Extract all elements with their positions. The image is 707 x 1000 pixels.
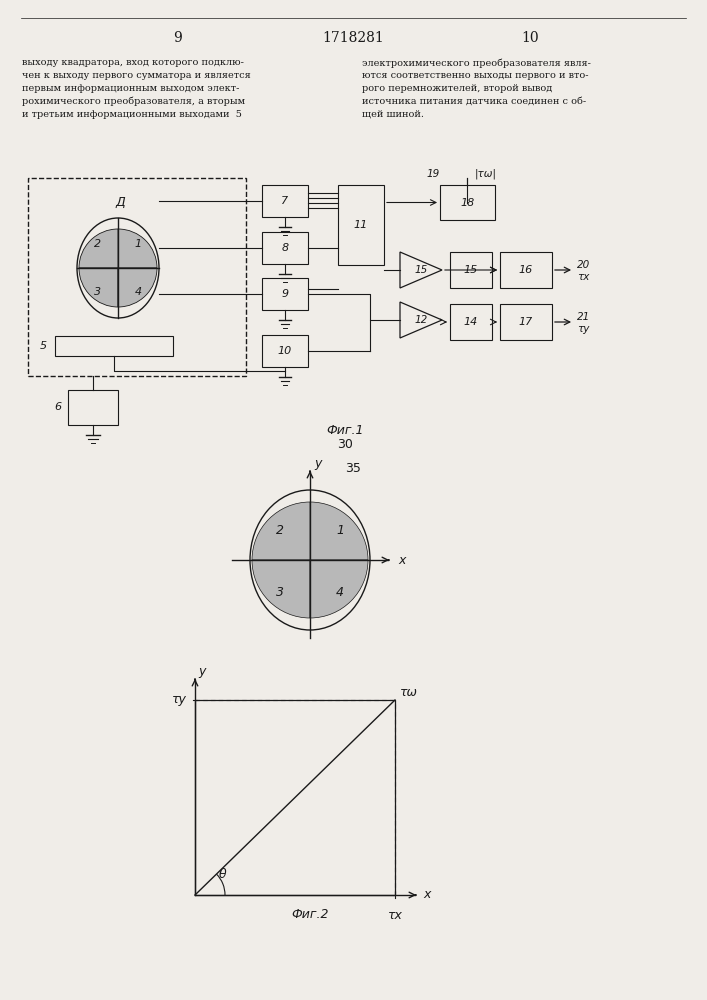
Text: τх: τх — [577, 272, 590, 282]
Bar — [262, 232, 308, 264]
Text: x: x — [423, 888, 431, 902]
Bar — [500, 304, 552, 340]
Bar — [262, 335, 308, 367]
Text: 6: 6 — [54, 402, 62, 412]
Bar — [68, 390, 118, 425]
Bar — [195, 700, 395, 895]
Text: 10: 10 — [278, 346, 292, 356]
Text: 11: 11 — [354, 220, 368, 230]
Text: 14: 14 — [464, 317, 478, 327]
Bar — [262, 278, 308, 310]
Text: Фиг.1: Фиг.1 — [326, 424, 363, 436]
Bar — [500, 252, 552, 288]
Text: τω: τω — [400, 686, 418, 698]
Wedge shape — [310, 502, 368, 560]
Text: 9: 9 — [281, 289, 288, 299]
Text: 9: 9 — [173, 31, 182, 45]
Text: |τω|: |τω| — [475, 169, 497, 179]
Text: 7: 7 — [281, 196, 288, 206]
Text: 2: 2 — [276, 524, 284, 536]
Text: 17: 17 — [519, 317, 533, 327]
Wedge shape — [79, 229, 118, 268]
Text: 1: 1 — [336, 524, 344, 536]
Text: τу: τу — [172, 694, 187, 706]
Wedge shape — [118, 268, 157, 307]
Wedge shape — [79, 268, 118, 307]
Text: 4: 4 — [336, 585, 344, 598]
Text: τх: τх — [387, 909, 402, 922]
Text: 1718281: 1718281 — [322, 31, 384, 45]
Wedge shape — [310, 560, 368, 618]
Text: Д: Д — [115, 196, 125, 209]
Text: 16: 16 — [519, 265, 533, 275]
Text: 12: 12 — [414, 315, 428, 325]
Text: 30: 30 — [337, 438, 353, 452]
Bar — [440, 185, 495, 220]
Text: 18: 18 — [460, 198, 474, 208]
Wedge shape — [252, 502, 310, 560]
Bar — [28, 178, 246, 376]
Text: y: y — [314, 458, 322, 471]
Bar — [262, 185, 308, 217]
Text: 20: 20 — [577, 260, 590, 270]
Text: Фиг.2: Фиг.2 — [291, 908, 329, 922]
Bar — [338, 185, 384, 265]
Text: 35: 35 — [345, 462, 361, 475]
Text: 3: 3 — [276, 585, 284, 598]
Text: 3: 3 — [95, 287, 102, 297]
Bar — [450, 304, 492, 340]
Text: выходу квадратора, вход которого подклю-
чен к выходу первого сумматора и являет: выходу квадратора, вход которого подклю-… — [22, 58, 251, 119]
Text: 10: 10 — [521, 31, 539, 45]
Wedge shape — [118, 229, 157, 268]
Bar — [55, 336, 173, 356]
Text: 4: 4 — [134, 287, 141, 297]
Text: 8: 8 — [281, 243, 288, 253]
Text: электрохимического преобразователя явля-
ются соответственно выходы первого и вт: электрохимического преобразователя явля-… — [362, 58, 591, 119]
Text: 15: 15 — [464, 265, 478, 275]
Text: y: y — [198, 666, 205, 678]
Wedge shape — [252, 560, 310, 618]
Bar — [450, 252, 492, 288]
Text: 2: 2 — [95, 239, 102, 249]
Text: 21: 21 — [577, 312, 590, 322]
Text: θ: θ — [219, 868, 227, 882]
Text: 1: 1 — [134, 239, 141, 249]
Text: 5: 5 — [40, 341, 47, 351]
Text: τу: τу — [577, 324, 590, 334]
Text: 15: 15 — [414, 265, 428, 275]
Text: x: x — [398, 554, 405, 566]
Text: 19: 19 — [426, 169, 440, 179]
